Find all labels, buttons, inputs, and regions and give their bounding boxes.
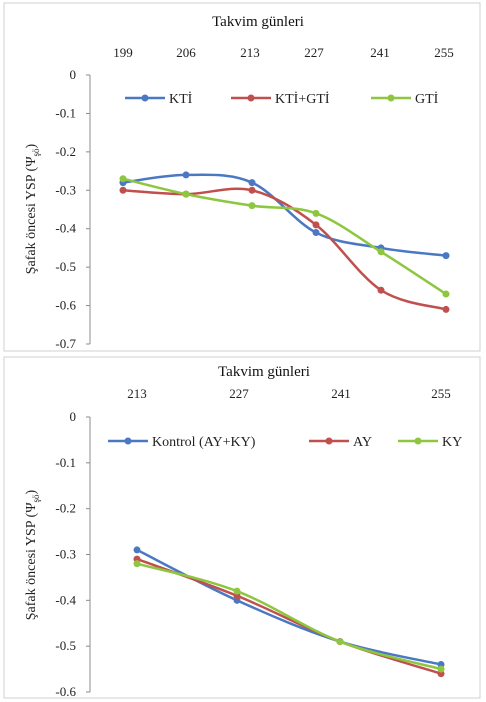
data-point (336, 638, 344, 646)
data-point (377, 286, 385, 294)
y-tick-label: -0.6 (55, 298, 76, 313)
x-tick-label: 241 (370, 45, 390, 60)
panel-1-y-ticks: 0 -0.1 -0.2 -0.3 -0.4 -0.5 -0.6 -0.7 (55, 67, 90, 351)
data-point (312, 209, 320, 217)
y-tick-label: -0.3 (55, 547, 76, 562)
panel-2-legend: Kontrol (AY+KY) AY KY (108, 435, 462, 450)
legend-label-ay: AY (353, 435, 372, 450)
x-tick-label: 227 (304, 45, 324, 60)
series-line-1 (122, 173, 447, 257)
panel-2-y-axis-label: Şafak öncesi YSP (Ψşö) (24, 489, 41, 620)
legend-marker-ay (325, 437, 333, 445)
panel-2-title: Takvim günleri (218, 364, 310, 380)
y-tick-label: -0.1 (55, 455, 76, 470)
panel-1-y-axis-label: Şafak öncesi YSP (Ψşö) (24, 143, 41, 274)
data-point (248, 179, 256, 187)
series-line-1 (136, 548, 442, 666)
data-point (133, 560, 141, 568)
panel-2-series (133, 546, 445, 678)
chart-panel-2: Takvim günleri 213 227 241 255 0 -0.1 -0.2 -0.… (3, 356, 481, 699)
legend-label-kontrol: Kontrol (AY+KY) (152, 435, 256, 450)
y-tick-label: -0.5 (55, 259, 76, 274)
y-tick-label: -0.3 (55, 182, 76, 197)
x-tick-label: 255 (431, 386, 451, 401)
legend-label-kti-gti: KTİ+GTİ (275, 91, 330, 107)
x-tick-label: 213 (240, 45, 260, 60)
data-point (442, 290, 450, 298)
data-point (248, 186, 256, 194)
panel-2-frame (3, 356, 481, 699)
legend-label-gti: GTİ (415, 91, 439, 107)
data-point (437, 665, 445, 673)
legend-marker-ky (414, 437, 422, 445)
legend-marker-gti (387, 94, 395, 102)
y-tick-label: -0.2 (55, 144, 76, 159)
x-tick-label: 206 (176, 45, 196, 60)
series-line-3 (122, 177, 447, 296)
y-tick-label: -0.6 (55, 684, 76, 699)
y-tick-label: -0.5 (55, 638, 76, 653)
panel-1-legend: KTİ KTİ+GTİ GTİ (125, 91, 439, 107)
x-tick-label: 199 (113, 45, 133, 60)
data-point (133, 546, 141, 554)
panel-1-x-ticks: 199 206 213 227 241 255 (113, 45, 454, 60)
y-tick-label: -0.1 (55, 105, 76, 120)
panel-2-y-ticks: 0 -0.1 -0.2 -0.3 -0.4 -0.5 -0.6 (55, 409, 90, 699)
data-point (119, 186, 127, 194)
data-point (119, 175, 127, 183)
data-point (182, 171, 190, 179)
panel-1-title: Takvim günleri (212, 14, 304, 30)
legend-marker-kti (141, 94, 149, 102)
y-tick-label: 0 (70, 67, 77, 82)
data-point (312, 221, 320, 229)
x-tick-label: 213 (127, 386, 147, 401)
legend-label-kti: KTİ (169, 91, 193, 107)
legend-label-ky: KY (442, 435, 462, 450)
data-point (312, 229, 320, 237)
x-tick-label: 255 (434, 45, 454, 60)
panel-1-frame (3, 2, 481, 352)
x-tick-label: 227 (229, 386, 249, 401)
data-point (233, 587, 241, 595)
y-tick-label: -0.2 (55, 501, 76, 516)
legend-marker-kontrol (124, 437, 132, 445)
y-tick-label: -0.4 (55, 221, 76, 236)
chart-panel-1: Takvim günleri 199 206 213 227 241 255 0 -0.1 -… (3, 2, 481, 352)
panel-2-x-ticks: 213 227 241 255 (127, 386, 451, 401)
data-point (182, 190, 190, 198)
data-point (377, 248, 385, 256)
y-tick-label: 0 (70, 409, 77, 424)
data-point (442, 305, 450, 313)
y-tick-label: -0.4 (55, 592, 76, 607)
data-point (442, 252, 450, 260)
legend-marker-kti-gti (247, 94, 255, 102)
x-tick-label: 241 (331, 386, 351, 401)
data-point (248, 202, 256, 210)
y-tick-label: -0.7 (55, 336, 76, 351)
panel-1-series (119, 171, 450, 313)
series-line-3 (136, 562, 442, 671)
